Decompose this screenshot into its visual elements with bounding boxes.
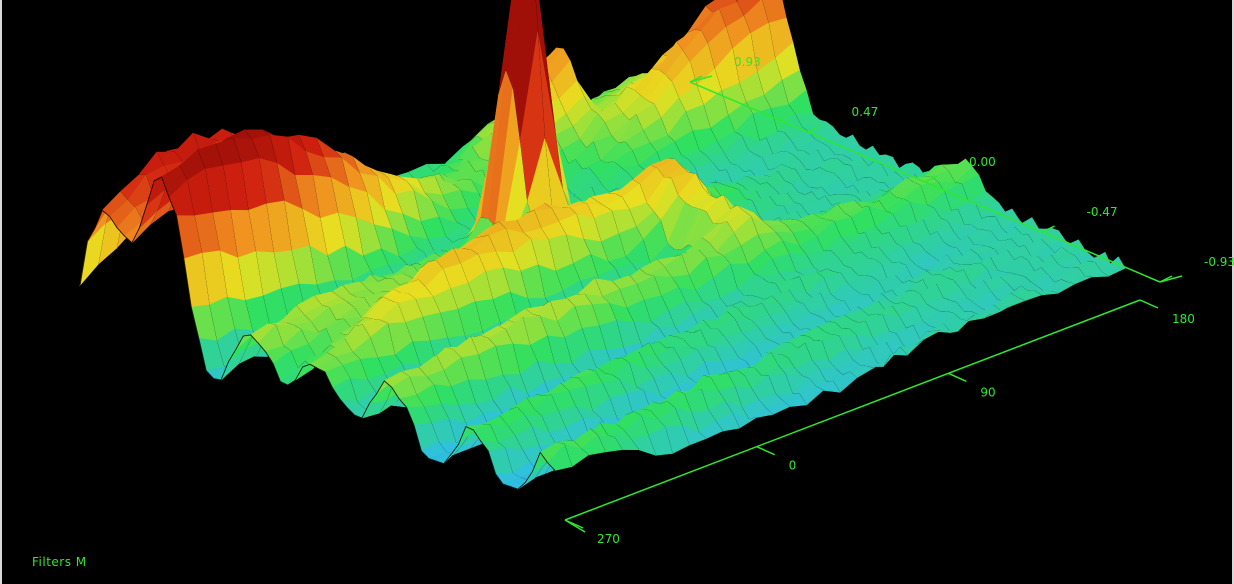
axis-front-tick-label: 90 (980, 385, 995, 399)
axis-back-tick-label: 0.47 (852, 105, 879, 119)
axes-group: 0.93 0.47 0.00 -0.47 -0.93 270 0 90 180 (564, 55, 1234, 546)
axis-back-tick-label: 0.93 (734, 55, 761, 69)
axis-front-tick-label: 0 (789, 459, 797, 473)
axis-front-tick-label: 270 (597, 532, 620, 546)
axis-back-tick (924, 175, 938, 183)
axis-front-tick (756, 445, 775, 456)
surface-contour-line (79, 176, 556, 490)
axis-front-tick (948, 372, 967, 383)
axis-back-tick (689, 75, 703, 83)
axis-back-tick-label: -0.47 (1087, 205, 1118, 219)
left-frame-edge (0, 0, 2, 584)
axis-back-tick-label: -0.93 (1204, 255, 1234, 269)
axis-back-tick-label: 0.00 (969, 155, 996, 169)
axis-front-tick-label: 180 (1172, 312, 1195, 326)
axis-back-tick (1042, 225, 1055, 233)
axis-front-line (564, 299, 1141, 521)
axis-back-tick (1159, 275, 1173, 283)
axis-front-tick (564, 519, 584, 529)
filter-label: Filters M (32, 555, 87, 569)
right-frame-edge (1232, 0, 1234, 584)
surface-mesh (79, 0, 1126, 490)
axis-front-tick (1139, 299, 1159, 309)
axis-back-tick (807, 125, 820, 133)
